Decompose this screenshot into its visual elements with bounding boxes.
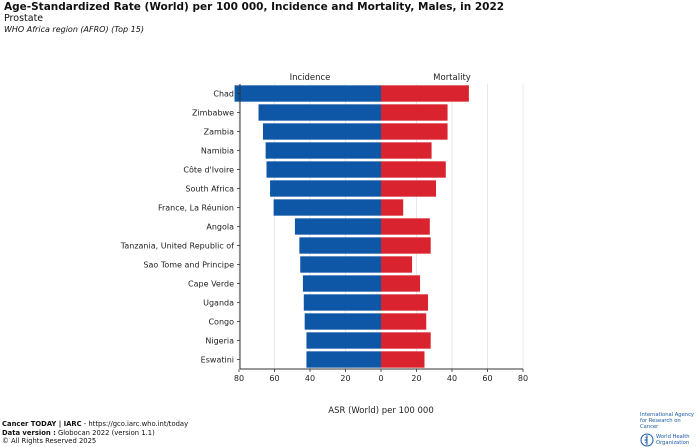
iarc-logo-line2: for Research on Cancer — [640, 418, 681, 430]
who-logo-line2: Organization — [656, 440, 690, 446]
incidence-bar — [262, 123, 381, 140]
incidence-bar — [303, 294, 381, 311]
x-tick-label: 40 — [305, 374, 315, 383]
category-label: Eswatini — [201, 356, 234, 365]
x-tick-label: 20 — [411, 374, 421, 383]
mortality-bar — [381, 256, 413, 273]
mortality-bar — [381, 351, 425, 368]
chart-title: Age-Standardized Rate (World) per 100 00… — [4, 1, 505, 13]
category-label: South Africa — [185, 185, 234, 194]
category-label: Namibia — [201, 147, 234, 156]
x-tick-label: 40 — [447, 374, 457, 383]
mortality-header: Mortality — [433, 73, 471, 83]
mortality-bar — [381, 104, 448, 121]
region-label: WHO Africa region (AFRO) (Top 15) — [4, 25, 144, 34]
x-tick-label: 60 — [269, 374, 279, 383]
incidence-bar — [302, 275, 381, 292]
mortality-bar — [381, 313, 427, 330]
category-label: Tanzania, United Republic of — [120, 242, 234, 251]
category-label: Uganda — [203, 299, 234, 308]
x-axis-title: ASR (World) per 100 000 — [328, 406, 433, 416]
x-tick-label: 0 — [378, 374, 383, 383]
incidence-bar — [258, 104, 381, 121]
footer-data-version-label: Data version : — [2, 428, 56, 437]
incidence-bar — [306, 351, 381, 368]
category-label: France, La Réunion — [158, 203, 234, 213]
mortality-bar — [381, 142, 432, 159]
mortality-bar — [381, 85, 469, 102]
mortality-bar — [381, 237, 431, 254]
footer-data-version: Globocan 2022 (version 1.1) — [55, 428, 155, 437]
mortality-bar — [381, 294, 429, 311]
category-label: Nigeria — [205, 337, 234, 346]
footer-copyright: © All Rights Reserved 2025 — [2, 437, 97, 446]
category-label: Zambia — [204, 128, 234, 137]
mortality-bar — [381, 161, 446, 178]
incidence-bar — [266, 161, 381, 178]
footer-source-bold: Cancer TODAY | IARC — [2, 420, 82, 428]
incidence-header: Incidence — [290, 73, 331, 83]
mortality-bar — [381, 199, 404, 216]
mortality-bar — [381, 332, 431, 349]
iarc-logo: International Agency for Research on Can… — [640, 412, 698, 430]
logos: International Agency for Research on Can… — [640, 412, 698, 447]
x-tick-label: 20 — [340, 374, 350, 383]
incidence-bar — [265, 142, 381, 159]
mortality-bar — [381, 218, 430, 235]
incidence-bar — [306, 332, 381, 349]
footer-source-url[interactable]: - https://gco.iarc.who.int/today — [81, 420, 189, 428]
who-emblem-icon — [640, 433, 654, 447]
category-label: Zimbabwe — [192, 109, 234, 118]
mortality-bar — [381, 123, 448, 140]
mortality-bar — [381, 275, 421, 292]
incidence-bar — [270, 180, 381, 197]
x-tick-label: 80 — [234, 374, 244, 383]
category-label: Sao Tome and Principe — [143, 261, 234, 270]
incidence-bar — [299, 237, 381, 254]
who-logo: World Health Organization — [640, 433, 698, 447]
category-label: Angola — [206, 223, 234, 232]
who-logo-line1: World Health — [656, 434, 690, 440]
x-tick-label: 60 — [482, 374, 492, 383]
category-label: Chad — [213, 90, 234, 99]
iarc-logo-line1: International Agency — [640, 412, 694, 418]
cancer-site-subtitle: Prostate — [4, 13, 44, 24]
incidence-bar — [294, 218, 381, 235]
footer: Cancer TODAY | IARC - https://gco.iarc.w… — [2, 420, 188, 446]
incidence-bar — [304, 313, 381, 330]
category-label: Congo — [208, 318, 234, 327]
incidence-bar — [234, 85, 381, 102]
category-label: Cape Verde — [188, 280, 234, 289]
mortality-bar — [381, 180, 437, 197]
category-label: Côte d'Ivoire — [183, 165, 234, 175]
incidence-bar — [273, 199, 381, 216]
incidence-bar — [300, 256, 381, 273]
x-tick-label: 80 — [518, 374, 528, 383]
